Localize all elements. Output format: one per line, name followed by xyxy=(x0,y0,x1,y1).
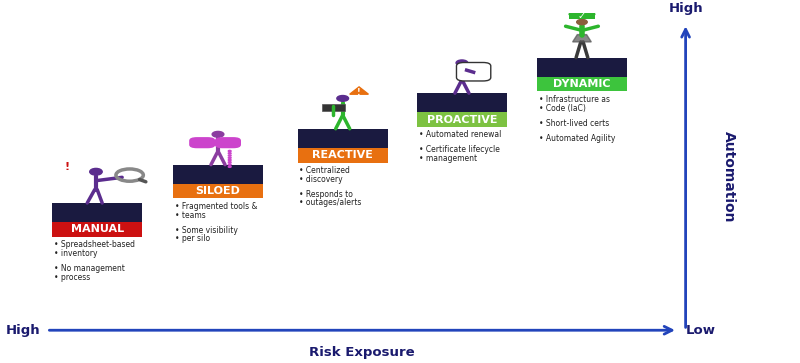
FancyBboxPatch shape xyxy=(537,77,626,91)
Text: • Responds to: • Responds to xyxy=(299,190,354,199)
Text: Low: Low xyxy=(686,324,716,337)
FancyBboxPatch shape xyxy=(173,165,263,184)
Ellipse shape xyxy=(337,95,349,101)
Text: • Automated renewal: • Automated renewal xyxy=(418,130,501,139)
Ellipse shape xyxy=(90,168,102,175)
Ellipse shape xyxy=(212,131,224,137)
FancyBboxPatch shape xyxy=(52,222,142,237)
Text: Automation: Automation xyxy=(722,131,735,223)
Circle shape xyxy=(228,153,231,154)
Text: PROACTIVE: PROACTIVE xyxy=(426,115,497,125)
Text: • outages/alerts: • outages/alerts xyxy=(299,199,362,208)
Text: • inventory: • inventory xyxy=(54,249,98,258)
Text: • Infrastructure as: • Infrastructure as xyxy=(538,95,610,104)
Text: ✓: ✓ xyxy=(578,11,586,21)
Text: • Spreadsheet-based: • Spreadsheet-based xyxy=(54,240,135,249)
FancyBboxPatch shape xyxy=(322,103,345,111)
Circle shape xyxy=(228,162,231,163)
Circle shape xyxy=(228,159,231,161)
Ellipse shape xyxy=(577,20,587,25)
Text: SILOED: SILOED xyxy=(195,186,241,196)
Circle shape xyxy=(228,150,231,152)
Circle shape xyxy=(228,166,231,167)
Circle shape xyxy=(228,157,231,158)
Text: !: ! xyxy=(358,87,361,97)
Circle shape xyxy=(228,155,231,156)
Text: !: ! xyxy=(65,162,70,172)
Polygon shape xyxy=(573,34,591,42)
Text: • Automated Agility: • Automated Agility xyxy=(538,134,615,143)
Text: • Some visibility: • Some visibility xyxy=(174,226,238,234)
FancyBboxPatch shape xyxy=(569,14,595,19)
Text: MANUAL: MANUAL xyxy=(70,224,124,234)
FancyBboxPatch shape xyxy=(52,203,142,222)
Text: • process: • process xyxy=(54,273,90,282)
FancyBboxPatch shape xyxy=(173,184,263,199)
Text: • per silo: • per silo xyxy=(174,234,210,243)
Polygon shape xyxy=(350,87,369,94)
Text: • teams: • teams xyxy=(174,211,206,220)
Text: High: High xyxy=(668,2,703,15)
FancyBboxPatch shape xyxy=(189,137,215,148)
Wedge shape xyxy=(569,9,595,15)
Text: DYNAMIC: DYNAMIC xyxy=(554,79,610,89)
FancyBboxPatch shape xyxy=(298,148,387,163)
Text: • discovery: • discovery xyxy=(299,175,343,184)
Text: • Certificate lifecycle: • Certificate lifecycle xyxy=(418,146,499,155)
Text: • No management: • No management xyxy=(54,264,125,273)
FancyBboxPatch shape xyxy=(417,93,506,112)
Text: • Code (IaC): • Code (IaC) xyxy=(538,103,586,113)
FancyBboxPatch shape xyxy=(215,137,241,148)
FancyBboxPatch shape xyxy=(537,58,626,77)
Text: • Fragmented tools &: • Fragmented tools & xyxy=(174,202,258,211)
Text: • Centralized: • Centralized xyxy=(299,166,350,175)
Text: Risk Exposure: Risk Exposure xyxy=(310,346,415,359)
Text: • Short-lived certs: • Short-lived certs xyxy=(538,119,609,128)
Text: • management: • management xyxy=(418,154,477,163)
FancyBboxPatch shape xyxy=(417,112,506,127)
FancyBboxPatch shape xyxy=(457,62,490,81)
Text: REACTIVE: REACTIVE xyxy=(312,150,373,160)
Circle shape xyxy=(228,164,231,165)
Ellipse shape xyxy=(456,60,468,66)
FancyBboxPatch shape xyxy=(298,129,387,148)
Text: High: High xyxy=(6,324,40,337)
